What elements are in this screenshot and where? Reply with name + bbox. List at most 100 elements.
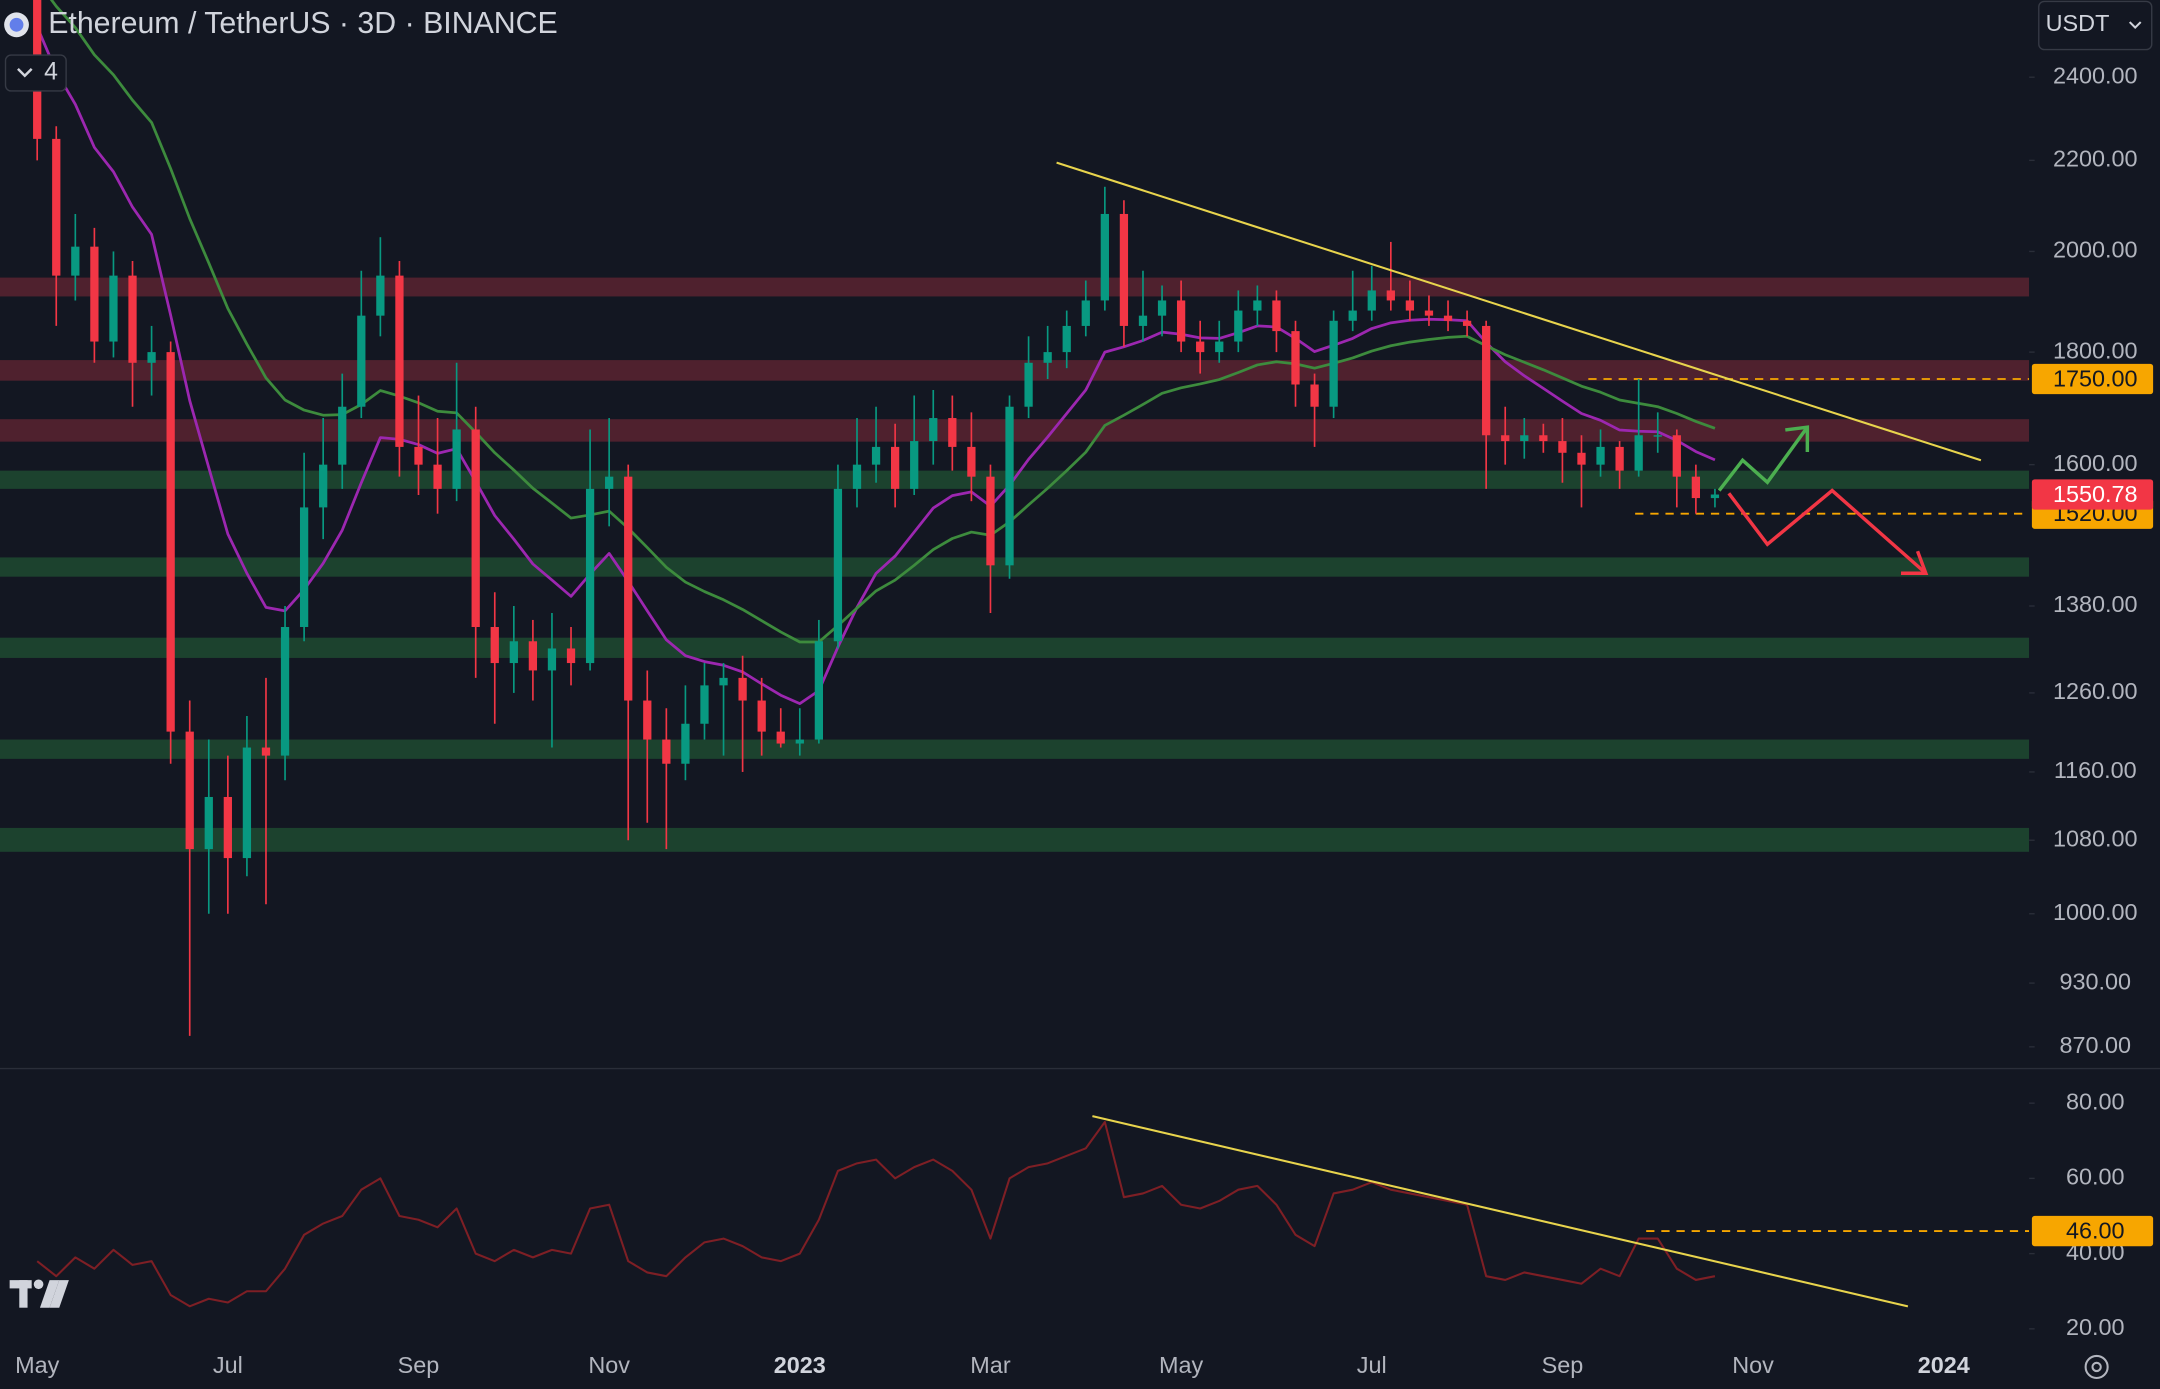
candle-body: [395, 275, 404, 447]
candle-body: [1310, 384, 1319, 407]
candle-body: [319, 464, 328, 508]
candle-body: [795, 739, 804, 744]
chevron: [17, 68, 33, 78]
last-price-tag: 1550.78: [2053, 481, 2138, 507]
gear[interactable]: [2084, 1354, 2109, 1380]
candle-body: [1405, 300, 1415, 311]
candle-body: [948, 418, 957, 447]
candle-body: [1329, 320, 1338, 407]
moving-average: [35, 26, 1716, 705]
candle-body: [1501, 435, 1510, 442]
candle-body: [1558, 441, 1567, 453]
candle-body: [1100, 213, 1109, 301]
arrow-head: [1785, 425, 1810, 452]
candle-body: [433, 464, 442, 489]
axes: 2400.00 2200.00 2000.00 1800.00 1600.00 1380.…: [15, 62, 2154, 1378]
candle-body: [1634, 435, 1643, 471]
candle-body: [1196, 341, 1205, 353]
logo-part: [49, 1280, 69, 1308]
candle-body: [261, 747, 271, 756]
candle-body: [910, 441, 919, 489]
zone: [0, 637, 2030, 658]
candle-body: [1539, 435, 1548, 442]
x-tick-label: 2023: [774, 1352, 826, 1378]
candle-body: [1462, 320, 1472, 326]
y-tick-label: 80.00: [2066, 1088, 2125, 1114]
zone: [0, 557, 2030, 577]
candle-body: [1348, 310, 1357, 321]
indicator-toggle[interactable]: [4, 54, 67, 92]
bearish-projection: [1727, 488, 1927, 575]
candle-body: [1424, 310, 1434, 316]
candle-body: [1138, 315, 1148, 326]
rsi-layer: [36, 1120, 2030, 1308]
candle-body: [414, 446, 423, 465]
y-tick-label: 60.00: [2066, 1164, 2125, 1190]
candle-body: [624, 476, 633, 701]
indicator-count: 4: [44, 59, 58, 86]
y-tick-label: 1080.00: [2053, 825, 2138, 851]
candle-body: [547, 648, 557, 671]
candle-body: [1672, 435, 1681, 477]
candle-body: [376, 275, 385, 316]
candle-body: [1386, 290, 1395, 301]
candle-body: [1443, 315, 1453, 321]
candle-body: [871, 446, 881, 465]
trendline: [1056, 161, 1982, 462]
candle-body: [738, 677, 747, 701]
candle-body: [605, 476, 614, 489]
candle-body: [338, 406, 347, 465]
currency-select[interactable]: [2038, 0, 2153, 51]
candle-body: [109, 275, 118, 342]
settings-icon[interactable]: [2084, 1354, 2109, 1380]
candle-body: [1062, 325, 1071, 353]
rsi-level-tag: 46.00: [2066, 1218, 2125, 1244]
y-tick-label: 1160.00: [2054, 757, 2137, 783]
candle-body: [1005, 406, 1014, 566]
x-tick-label: Sep: [1542, 1352, 1584, 1378]
y-tick-label: 1800.00: [2053, 337, 2138, 363]
candle-body: [52, 138, 61, 276]
candle-body: [147, 352, 156, 363]
candle-body: [681, 723, 690, 764]
candle-body: [128, 275, 137, 363]
candle-body: [929, 418, 938, 442]
chevron: [2128, 21, 2142, 30]
currency-label: USDT: [2046, 10, 2110, 36]
candle-body: [528, 641, 538, 671]
candle-body: [280, 627, 290, 756]
x-tick-label: Mar: [970, 1352, 1011, 1378]
candle-body: [509, 641, 518, 664]
x-tick-label: Nov: [588, 1352, 630, 1378]
candle-body: [833, 488, 843, 642]
candle-body: [166, 352, 175, 732]
candle-body: [71, 246, 80, 276]
candle-body: [719, 677, 728, 686]
y-tick-label: 20.00: [2066, 1314, 2125, 1340]
candle-body: [1157, 300, 1167, 316]
candle-body: [1482, 325, 1491, 436]
level-tag-bg: [2031, 363, 2154, 395]
candle-body: [700, 685, 709, 724]
symbol-logo-inner: [9, 17, 24, 32]
candle-body: [242, 747, 252, 859]
candle-body: [1615, 446, 1624, 471]
candle-body: [662, 739, 671, 764]
last-price-tag-bg: [2031, 479, 2154, 510]
header: Ethereum / TetherUS · 3D · BINANCE 4 USD…: [4, 0, 2153, 92]
tv-logo: [9, 1279, 69, 1308]
candle-body: [1176, 300, 1186, 342]
y-tick-label: 2000.00: [2053, 237, 2138, 263]
candle-body: [1272, 300, 1281, 332]
candle-body: [814, 641, 824, 740]
x-tick-label: May: [15, 1352, 60, 1378]
candle-body: [585, 488, 595, 664]
x-tick-label: 2024: [1918, 1352, 1970, 1378]
candle-body: [891, 446, 900, 489]
candle-body: [643, 700, 652, 740]
symbol-title: Ethereum / TetherUS · 3D · BINANCE: [48, 7, 558, 40]
arrow-head: [1901, 550, 1929, 575]
zone: [0, 419, 2030, 442]
y-tick-label: 1600.00: [2053, 450, 2138, 476]
candle-body: [471, 429, 480, 628]
